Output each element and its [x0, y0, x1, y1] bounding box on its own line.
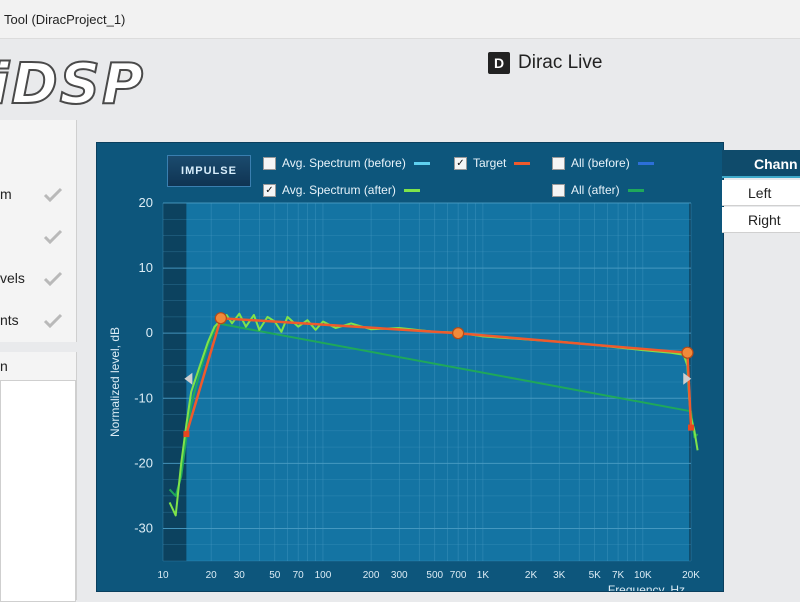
channels-header: Chann — [722, 150, 800, 178]
x-tick-label: 500 — [426, 570, 443, 581]
low-limit-arrow-icon — [184, 372, 193, 385]
y-tick-label: -10 — [134, 390, 153, 405]
checkbox-target[interactable]: ✓ — [454, 156, 467, 170]
y-tick-label: 0 — [146, 325, 153, 340]
x-tick-label: 200 — [363, 570, 380, 581]
checkbox-all-before[interactable] — [552, 156, 565, 170]
step-label-4[interactable]: nts — [0, 312, 19, 328]
high-limit-arrow-icon — [683, 372, 692, 385]
legend-label: All (after) — [571, 183, 620, 197]
y-axis-label: Normalized level, dB — [108, 327, 122, 437]
dirac-label: Dirac Live — [518, 52, 603, 73]
x-tick-label: 10 — [157, 570, 169, 581]
checkbox-avg-before[interactable] — [263, 156, 276, 170]
target-endpoint — [183, 431, 190, 438]
lower-panel: n — [0, 352, 77, 602]
legend-avg-before[interactable]: Avg. Spectrum (before) — [263, 156, 430, 170]
target-handle[interactable] — [214, 312, 227, 325]
x-axis-label: Frequency, Hz — [608, 583, 685, 591]
channel-panel: Chann Left Right — [722, 150, 800, 240]
x-tick-label: 700 — [450, 570, 467, 581]
x-tick-label: 7K — [612, 570, 625, 581]
target-handle[interactable] — [681, 346, 694, 359]
step-label-3[interactable]: vels — [0, 270, 25, 286]
lower-panel-label: n — [0, 358, 8, 374]
minidsp-logo: iDSP — [0, 51, 146, 118]
channel-item-right[interactable]: Right — [722, 207, 800, 233]
legend-all-after[interactable]: All (after) — [552, 183, 644, 197]
checkmark-icon — [43, 271, 63, 287]
legend-label: Avg. Spectrum (after) — [282, 183, 396, 197]
legend-swatch — [637, 161, 654, 165]
y-tick-label: -30 — [134, 520, 153, 535]
filter-design-graph-panel: 20 10 0 -10 -20 -30 10 20 30 50 70 100 200 300 500 700 1… — [96, 142, 724, 592]
x-tick-label: 30 — [234, 570, 246, 581]
x-tick-label: 1K — [477, 570, 490, 581]
checkmark-icon — [43, 313, 63, 329]
steps-panel: m vels nts — [0, 120, 77, 342]
target-handle[interactable] — [452, 327, 465, 340]
legend-target[interactable]: ✓ Target — [454, 156, 531, 170]
x-tick-label: 20 — [206, 570, 218, 581]
legend-swatch — [403, 188, 420, 192]
title-bar: Tool (DiracProject_1) — [0, 0, 800, 39]
x-tick-label: 5K — [589, 570, 602, 581]
checkbox-all-after[interactable] — [552, 183, 565, 197]
x-tick-label: 100 — [315, 570, 332, 581]
checkmark-icon — [43, 187, 63, 203]
window-title: Tool (DiracProject_1) — [4, 12, 126, 27]
y-tick-label: 20 — [139, 195, 153, 210]
dirac-icon: D — [488, 52, 510, 74]
channel-item-left[interactable]: Left — [722, 180, 800, 206]
y-tick-label: -20 — [134, 455, 153, 470]
legend-all-before[interactable]: All (before) — [552, 156, 654, 170]
legend-label: All (before) — [571, 156, 630, 170]
dirac-live-logo: D Dirac Live — [488, 49, 602, 77]
y-tick-label: 10 — [139, 260, 153, 275]
step-label-1[interactable]: m — [0, 186, 12, 202]
legend-avg-after[interactable]: ✓ Avg. Spectrum (after) — [263, 183, 420, 197]
checkmark-icon — [43, 229, 63, 245]
x-tick-label: 3K — [553, 570, 566, 581]
x-tick-label: 70 — [293, 570, 305, 581]
legend-label: Target — [473, 156, 507, 170]
legend-swatch — [413, 161, 430, 165]
impulse-button[interactable]: IMPULSE — [167, 155, 251, 187]
target-endpoint — [688, 424, 694, 431]
x-tick-label: 2K — [525, 570, 538, 581]
x-tick-label: 10K — [634, 570, 652, 581]
x-tick-label: 300 — [391, 570, 408, 581]
checkbox-avg-after[interactable]: ✓ — [263, 183, 276, 197]
legend-swatch — [514, 161, 531, 165]
legend-label: Avg. Spectrum (before) — [282, 156, 406, 170]
legend-swatch — [627, 188, 644, 192]
x-tick-label: 20K — [682, 570, 700, 581]
x-tick-label: 50 — [269, 570, 281, 581]
lower-panel-box — [0, 380, 76, 602]
